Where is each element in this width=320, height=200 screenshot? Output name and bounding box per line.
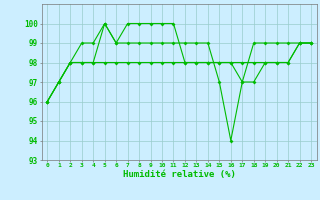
X-axis label: Humidité relative (%): Humidité relative (%) — [123, 170, 236, 179]
